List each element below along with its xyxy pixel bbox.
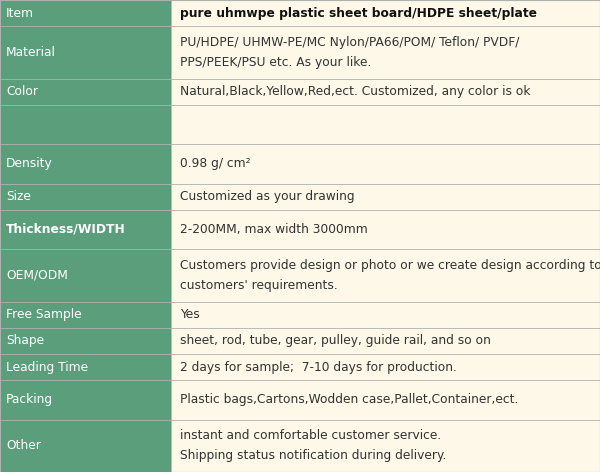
Text: Customized as your drawing: Customized as your drawing [180, 190, 355, 203]
Bar [171, 354, 600, 380]
Text: Item: Item [6, 7, 34, 20]
Bar [171, 420, 600, 472]
Text: Shipping status notification during delivery.: Shipping status notification during deli… [180, 449, 446, 462]
Text: Natural,Black,Yellow,Red,ect. Customized, any color is ok: Natural,Black,Yellow,Red,ect. Customized… [180, 85, 530, 98]
Bar [171, 210, 600, 249]
Bar [0, 302, 171, 328]
Bar [171, 328, 600, 354]
Bar [171, 79, 600, 105]
Text: Packing: Packing [6, 393, 53, 406]
Text: Leading Time: Leading Time [6, 361, 88, 374]
Text: Density: Density [6, 157, 53, 170]
Bar [0, 105, 171, 144]
Text: 0.98 g/ cm²: 0.98 g/ cm² [180, 157, 251, 170]
Text: instant and comfortable customer service.: instant and comfortable customer service… [180, 430, 441, 442]
Text: Size: Size [6, 190, 31, 203]
Bar [0, 420, 171, 472]
Bar [171, 184, 600, 210]
Text: customers' requirements.: customers' requirements. [180, 279, 338, 292]
Bar [0, 210, 171, 249]
Text: sheet, rod, tube, gear, pulley, guide rail, and so on: sheet, rod, tube, gear, pulley, guide ra… [180, 334, 491, 347]
Bar [0, 0, 171, 26]
Bar [171, 144, 600, 184]
Bar [171, 249, 600, 302]
Bar [0, 26, 171, 79]
Bar [171, 0, 600, 26]
Bar [0, 354, 171, 380]
Text: 2-200MM, max width 3000mm: 2-200MM, max width 3000mm [180, 223, 368, 236]
Bar [0, 184, 171, 210]
Bar [0, 380, 171, 420]
Bar [171, 105, 600, 144]
Text: Thickness/WIDTH: Thickness/WIDTH [6, 223, 126, 236]
Bar [0, 328, 171, 354]
Text: Customers provide design or photo or we create design according to: Customers provide design or photo or we … [180, 259, 600, 272]
Text: PPS/PEEK/PSU etc. As your like.: PPS/PEEK/PSU etc. As your like. [180, 56, 371, 69]
Text: Color: Color [6, 85, 38, 98]
Bar [171, 302, 600, 328]
Bar [171, 380, 600, 420]
Text: Shape: Shape [6, 334, 44, 347]
Bar [0, 79, 171, 105]
Text: Plastic bags,Cartons,Wodden case,Pallet,Container,ect.: Plastic bags,Cartons,Wodden case,Pallet,… [180, 393, 518, 406]
Text: OEM/ODM: OEM/ODM [6, 269, 68, 282]
Bar [171, 26, 600, 79]
Text: Material: Material [6, 46, 56, 59]
Text: Free Sample: Free Sample [6, 308, 82, 321]
Text: 2 days for sample;  7-10 days for production.: 2 days for sample; 7-10 days for product… [180, 361, 457, 374]
Text: Yes: Yes [180, 308, 200, 321]
Text: PU/HDPE/ UHMW-PE/MC Nylon/PA66/POM/ Teflon/ PVDF/: PU/HDPE/ UHMW-PE/MC Nylon/PA66/POM/ Tefl… [180, 36, 520, 49]
Text: Other: Other [6, 439, 41, 452]
Bar [0, 144, 171, 184]
Text: pure uhmwpe plastic sheet board/HDPE sheet/plate: pure uhmwpe plastic sheet board/HDPE she… [180, 7, 537, 20]
Bar [0, 249, 171, 302]
